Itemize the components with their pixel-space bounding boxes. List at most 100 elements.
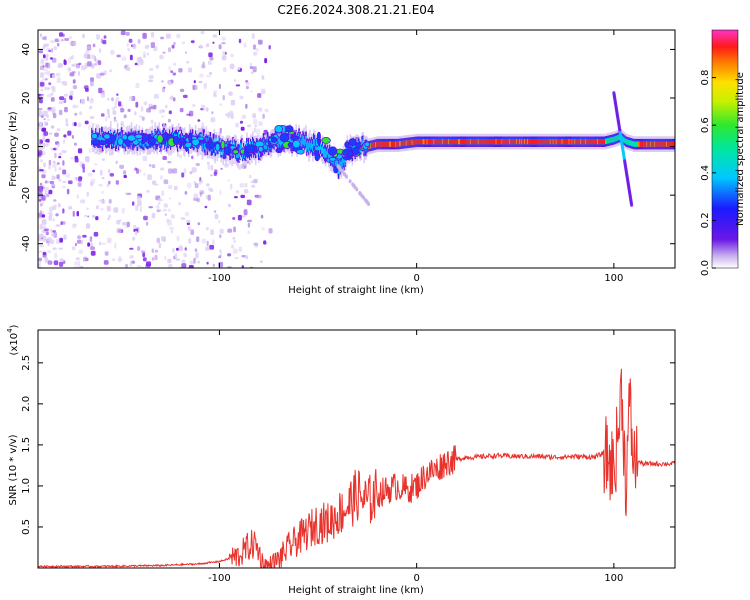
- spectrogram-noise-cell: [50, 40, 55, 44]
- spectrogram-ridge-core: [573, 139, 575, 145]
- snr-y-tick-label: 1.0: [21, 478, 32, 494]
- spectrogram-noise-cell: [70, 156, 75, 160]
- spectrogram-ridge-core: [536, 139, 538, 145]
- spectrogram-noise-cell: [115, 160, 118, 164]
- spectrogram-noise-cell: [241, 255, 246, 258]
- spectrogram-noise-cell: [50, 228, 53, 232]
- spectrogram-noise-cell: [41, 174, 46, 179]
- spectrogram-noise-cell: [244, 183, 248, 188]
- spectrogram-noise-cell: [98, 184, 103, 187]
- spectrogram-noise-cell: [122, 222, 127, 226]
- spectrogram-blob: [91, 132, 98, 140]
- spectrogram-blob: [257, 145, 264, 153]
- spectrogram-ridge-cell: [222, 146, 224, 156]
- spectrogram-noise-cell: [219, 189, 222, 195]
- spectrogram-noise-cell: [63, 134, 67, 138]
- spectrogram-ridge-core: [572, 139, 574, 145]
- spectrogram-ridge-core: [607, 138, 610, 144]
- spectrogram-noise-cell: [212, 239, 215, 245]
- spectrogram-noise-cell: [218, 44, 222, 50]
- spectrogram-noise-cell: [135, 82, 140, 89]
- spectrogram-noise-cell: [69, 95, 73, 100]
- spectrogram-ridge-cell: [322, 145, 324, 154]
- spectrogram-noise-cell: [199, 44, 202, 48]
- spectrogram-ridge-core: [515, 139, 517, 145]
- spectrogram-noise-cell: [111, 97, 114, 102]
- spectrogram-noise-cell: [210, 164, 214, 171]
- snr-multiplier-base: (x10: [9, 333, 20, 356]
- spectrogram-noise-cell: [68, 57, 71, 64]
- spectrogram-noise-cell: [38, 110, 43, 117]
- spectrogram-noise-cell: [58, 247, 63, 250]
- spectrogram-ridge-core: [435, 139, 437, 145]
- spectrogram-ridge-core: [418, 139, 421, 145]
- spectrogram-ridge-core: [431, 139, 433, 145]
- spectrogram-ridge-core: [661, 141, 663, 147]
- chart-title: C2E6.2024.308.21.21.E04: [277, 3, 434, 17]
- snr-multiplier-close: ): [9, 324, 20, 328]
- spectrogram-ridge-core: [472, 139, 475, 145]
- spectrogram-ridge-cell: [305, 135, 307, 144]
- spectrogram-noise-cell: [84, 214, 87, 217]
- spectrogram-noise-cell: [162, 51, 166, 54]
- spectrogram-noise-cell: [48, 82, 52, 86]
- spectrogram-noise-cell: [115, 180, 119, 185]
- spectrogram-noise-cell: [156, 204, 160, 209]
- spectrogram-noise-cell: [176, 247, 180, 251]
- spectrogram-noise-cell: [93, 151, 97, 154]
- spectrogram-noise-cell: [44, 86, 47, 91]
- spectrogram-ridge-core: [563, 139, 566, 145]
- spectrogram-noise-cell: [102, 39, 107, 45]
- spectrogram-noise-cell: [77, 148, 83, 154]
- spectrogram-ridge-core: [528, 139, 530, 145]
- spectrogram-noise-cell: [72, 85, 78, 90]
- spectrogram-ridge-core: [509, 139, 511, 145]
- spectrogram-ridge-core: [448, 139, 450, 145]
- spectrogram-blob: [313, 150, 320, 157]
- spectrogram-ridge-core: [669, 141, 671, 147]
- spectrogram-noise-cell: [70, 56, 74, 60]
- spectrogram-noise-cell: [187, 182, 192, 189]
- spectrogram-noise-cell: [41, 58, 47, 61]
- spectrogram-noise-cell: [76, 194, 79, 199]
- spectrogram-tail-cell: [348, 179, 352, 184]
- spectrogram-noise-cell: [250, 90, 253, 93]
- spectrogram-noise-cell: [77, 235, 81, 240]
- spectrogram-noise-cell: [86, 46, 91, 50]
- spectrogram-noise-cell: [86, 191, 89, 197]
- spectrogram-noise-cell: [139, 206, 142, 213]
- spectrogram-ridge-core: [449, 139, 451, 145]
- spectrogram-ridge-core: [461, 139, 463, 145]
- spectrogram-ridge-core: [639, 141, 642, 147]
- spectrogram-noise-cell: [194, 248, 198, 252]
- spectrogram-noise-cell: [165, 33, 171, 39]
- spectrogram-y-tick-label: 0: [21, 143, 32, 149]
- spectrogram-ridge-core: [388, 141, 390, 147]
- spectrogram-blob: [342, 155, 351, 160]
- spectrogram-ridge-core: [376, 141, 378, 147]
- spectrogram-ridge-core: [551, 139, 554, 145]
- snr-y-tick-label: 2.0: [21, 396, 32, 412]
- spectrogram-ridge-core: [422, 139, 425, 145]
- spectrogram-ridge-core: [564, 139, 567, 145]
- spectrogram-noise-cell: [210, 174, 213, 177]
- spectrogram-ridge-core: [582, 139, 584, 145]
- spectrogram-noise-cell: [253, 118, 258, 125]
- spectrogram-noise-cell: [106, 205, 111, 212]
- spectrogram-noise-cell: [98, 241, 102, 246]
- spectrogram-noise-cell: [61, 150, 67, 154]
- spectrogram-noise-cell: [173, 185, 178, 191]
- spectrogram-noise-cell: [132, 236, 136, 241]
- spectrogram-ridge-core: [558, 139, 561, 145]
- spectrogram-ridge-core: [526, 139, 528, 145]
- spectrogram-noise-cell: [132, 201, 135, 206]
- spectrogram-noise-cell: [260, 214, 264, 219]
- spectrogram-noise-cell: [74, 112, 78, 116]
- spectrogram-noise-cell: [39, 203, 43, 207]
- spectrogram-ridge-core: [537, 139, 540, 145]
- spectrogram-tail-cell: [345, 174, 349, 179]
- spectrogram-noise-cell: [38, 50, 43, 54]
- spectrogram-ridge-core: [469, 139, 472, 145]
- spectrogram-ridge-core: [419, 139, 422, 145]
- spectrogram-noise-cell: [118, 255, 122, 261]
